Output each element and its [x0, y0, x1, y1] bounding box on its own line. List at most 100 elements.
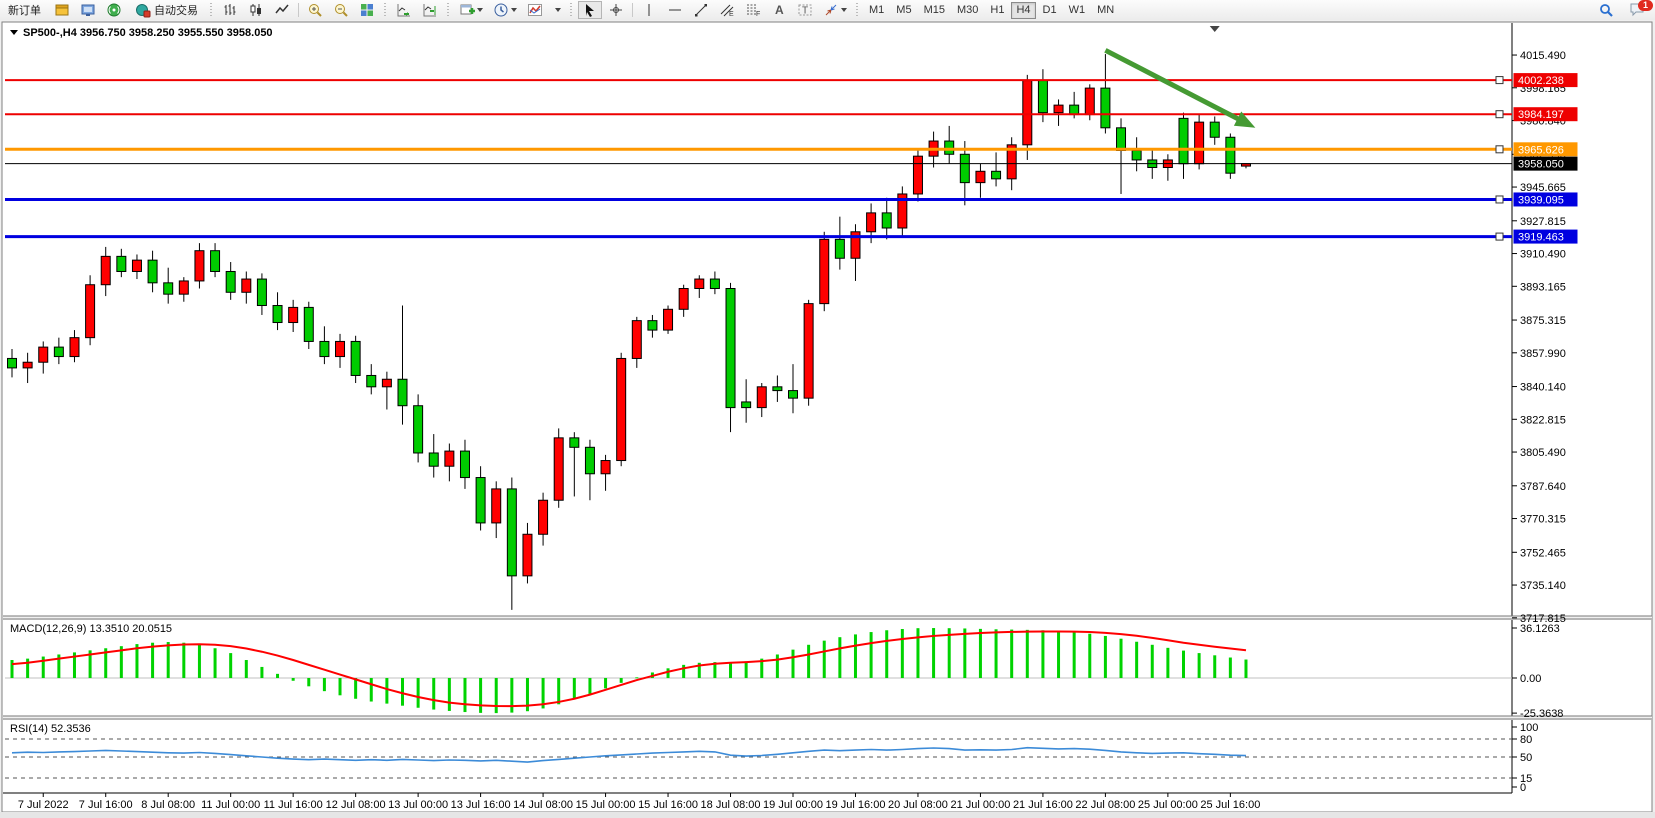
macd-histogram-bar [260, 666, 264, 679]
macd-histogram-bar [401, 678, 404, 706]
fibonacci-tool[interactable]: F [741, 1, 765, 19]
symbol-dropdown-icon[interactable] [10, 30, 18, 35]
candle [1006, 144, 1017, 180]
macd-histogram-bar [1150, 644, 1154, 679]
candle [491, 488, 502, 524]
candle [381, 378, 392, 388]
text-tool[interactable]: A [767, 1, 791, 19]
candle [1084, 87, 1095, 116]
candle [959, 153, 970, 184]
timeframe-button-H1[interactable]: H1 [990, 4, 1005, 16]
macd-histogram-bar [213, 648, 217, 679]
macd-histogram-bar [322, 678, 326, 692]
price-axis-tick: 4015.490 [1520, 50, 1566, 62]
new-chart-button[interactable] [455, 1, 487, 19]
candle [897, 193, 908, 229]
svg-text:3919.463: 3919.463 [1518, 232, 1564, 244]
search-icon[interactable] [1594, 1, 1618, 19]
chart-shift-icon[interactable] [418, 1, 442, 19]
toolbar-separator [298, 3, 299, 17]
candle [975, 170, 986, 184]
macd-histogram-bar [791, 649, 795, 679]
timeframe-button-M30[interactable]: M30 [956, 4, 979, 16]
horizontal-line-tool[interactable] [663, 1, 687, 19]
chart-shift-marker[interactable] [1209, 26, 1220, 32]
auto-scroll-icon[interactable] [392, 1, 416, 19]
candle [1053, 104, 1064, 114]
macd-histogram-bar [885, 630, 889, 679]
macd-histogram-bar [1228, 657, 1232, 679]
crosshair-tool-button[interactable] [604, 1, 628, 19]
macd-histogram-bar [1057, 630, 1061, 679]
terminal-icon[interactable] [76, 1, 100, 19]
indicators-icon[interactable] [523, 1, 547, 19]
auto-trading-button[interactable]: 自动交易 [128, 1, 205, 19]
timeframe-button-M5[interactable]: M5 [896, 4, 912, 16]
toolbars-menu-button[interactable] [549, 1, 565, 19]
arrows-tool[interactable] [819, 1, 851, 19]
new-order-button[interactable]: 新订单 [8, 5, 41, 17]
resistance-line-2-handle[interactable] [1495, 110, 1504, 119]
chat-button[interactable]: 1 [1629, 0, 1653, 20]
panel-separator[interactable] [3, 616, 1652, 620]
candles-chart-icon[interactable] [244, 1, 268, 19]
time-axis-label: 22 Jul 08:00 [1075, 799, 1135, 811]
channel-tool[interactable]: E [715, 1, 739, 19]
candle [459, 450, 470, 479]
macd-histogram-bar [432, 678, 436, 710]
macd-histogram-bar [1182, 650, 1185, 679]
zoom-out-icon[interactable] [329, 1, 353, 19]
main-toolbar: 新订单 自动交易 [0, 0, 1655, 21]
timeframe-button-M1[interactable]: M1 [869, 4, 885, 16]
candle [444, 450, 455, 467]
macd-histogram-bar [619, 678, 623, 683]
panel-separator[interactable] [3, 716, 1652, 720]
rsi-axis-tick: 80 [1520, 734, 1532, 746]
timeframe-button-W1[interactable]: W1 [1068, 4, 1086, 16]
candle [1194, 121, 1205, 165]
support-line-1-handle[interactable] [1495, 195, 1504, 204]
chart-canvas[interactable]: 4015.4903998.1653980.8403962.9903945.665… [0, 20, 1655, 818]
macd-histogram-bar [229, 653, 233, 679]
toolbar-grip [209, 3, 214, 17]
cursor-tool-button[interactable] [578, 1, 602, 19]
label-tool[interactable]: T [793, 1, 817, 19]
autotrade-icon [135, 2, 151, 18]
candle [553, 437, 564, 501]
candle [912, 155, 923, 195]
candle [397, 378, 408, 407]
market-watch-icon[interactable] [50, 1, 74, 19]
macd-histogram-bar [1197, 653, 1201, 679]
candle [866, 212, 877, 233]
macd-histogram-bar [635, 677, 639, 679]
bars-chart-icon[interactable] [218, 1, 242, 19]
price-axis-tick: 3910.490 [1520, 249, 1566, 261]
macd-histogram-bar [307, 678, 311, 687]
support-line-2-handle[interactable] [1495, 232, 1504, 241]
macd-histogram-bar [1166, 647, 1170, 679]
macd-histogram-bar [479, 678, 483, 713]
chevron-down-icon [555, 8, 561, 12]
macd-histogram-bar [369, 678, 373, 702]
signals-icon[interactable] [102, 1, 126, 19]
resistance-line-1-handle[interactable] [1495, 76, 1504, 85]
timeframe-button-D1[interactable]: D1 [1042, 4, 1057, 16]
candle [1178, 117, 1189, 165]
line-chart-icon[interactable] [270, 1, 294, 19]
toolbar-separator [632, 3, 633, 17]
trendline-tool[interactable] [689, 1, 713, 19]
tile-windows-icon[interactable] [355, 1, 379, 19]
zoom-in-icon[interactable] [303, 1, 327, 19]
vertical-line-tool[interactable] [637, 1, 661, 19]
time-axis-label: 19 Jul 00:00 [763, 799, 823, 811]
timeframe-button-M15[interactable]: M15 [923, 4, 945, 16]
pivot-line-handle[interactable] [1495, 145, 1504, 154]
timeframe-button-H4[interactable]: H4 [1011, 1, 1036, 19]
chevron-down-icon [477, 8, 483, 12]
periods-button[interactable] [489, 1, 521, 19]
price-axis-tick: 3945.665 [1520, 182, 1566, 194]
trend-arrow-annotation[interactable] [1104, 48, 1246, 125]
macd-histogram-bar [494, 678, 498, 714]
candle [678, 288, 689, 310]
timeframe-button-MN[interactable]: MN [1097, 4, 1115, 16]
